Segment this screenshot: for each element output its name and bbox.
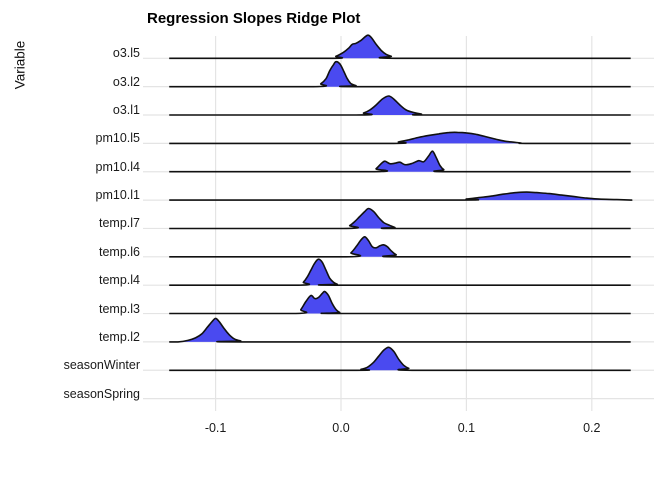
ridge-fill-temp.l2 [169,318,631,342]
ridge-fill-pm10.l1 [169,192,632,201]
ridge-fill-o3.l2 [169,61,631,87]
y-axis-label-temp.l3: temp.l3 [99,301,140,316]
y-axis-label-temp.l2: temp.l2 [99,329,140,344]
y-axis-label-pm10.l5: pm10.l5 [95,131,140,146]
y-axis-label-pm10.l4: pm10.l4 [95,159,140,174]
y-axis-label-o3.l2: o3.l2 [112,74,140,89]
ridge-fill-o3.l5 [169,35,631,59]
y-axis-label-o3.l1: o3.l1 [112,103,140,118]
ridge-outline-temp.l2 [169,317,631,343]
x-axis-tick-label--0.1: -0.1 [204,421,227,435]
ridge-fill-temp.l7 [169,208,631,229]
ridge-outline-o3.l1 [169,95,631,116]
ridge-outline-pm10.l4 [169,150,631,173]
ridge-fill-temp.l6 [169,236,631,257]
y-axis-label-o3.l5: o3.l5 [112,46,140,61]
ridge-outline-pm10.l5 [169,131,631,145]
ridge-outline-temp.l4 [169,258,631,287]
y-axis-label-pm10.l1: pm10.l1 [95,188,140,203]
chart-title: Regression Slopes Ridge Plot [147,10,361,27]
y-axis-label-temp.l6: temp.l6 [99,244,140,259]
ridge-outline-temp.l7 [169,207,631,230]
ridge-outline-pm10.l1 [169,191,633,201]
ridge-outline-temp.l3 [169,290,631,315]
ridge-fill-pm10.l4 [169,151,631,172]
ridge-outline-seasonWinter [169,346,631,372]
x-axis-tick-label-0.2: 0.2 [583,421,601,435]
y-axis-label-temp.l4: temp.l4 [99,273,140,288]
x-axis-tick-label-0.1: 0.1 [457,421,476,435]
y-axis-label-seasonWinter: seasonWinter [63,358,140,373]
ridge-outline-o3.l5 [169,34,631,60]
ridge-fill-temp.l3 [169,291,631,314]
ridge-outline-o3.l2 [169,60,631,88]
y-axis-title: Variable [12,40,28,90]
ridge-outline-temp.l6 [169,236,631,258]
y-axis-label-temp.l7: temp.l7 [99,216,140,231]
y-axis-label-seasonSpring: seasonSpring [63,386,140,401]
ridge-fill-temp.l4 [169,259,631,286]
x-axis-tick-label-0.0: 0.0 [332,421,350,435]
ridge-fill-seasonWinter [169,347,631,371]
